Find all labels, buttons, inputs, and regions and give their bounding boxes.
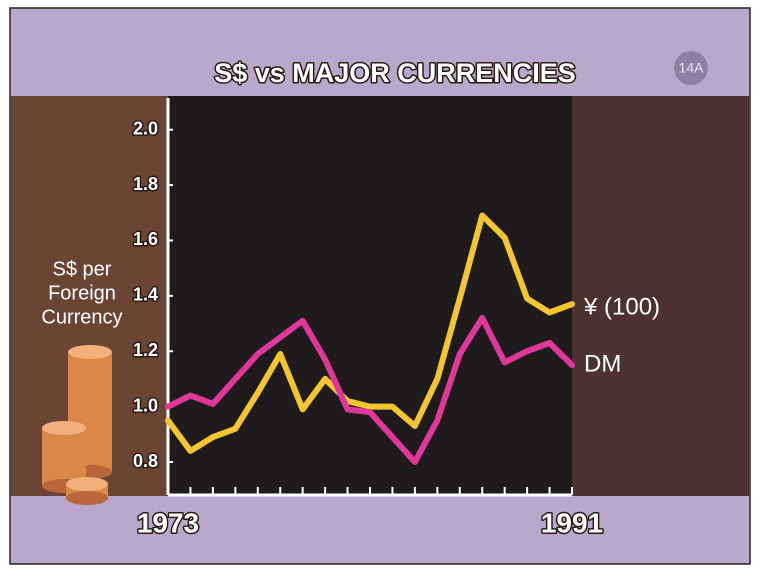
right-band [572,96,749,496]
series-label: ¥ (100) [583,294,660,321]
y-tick-label: 1.4 [133,285,158,305]
y-tick-label: 1.6 [133,229,158,249]
x-tick-label: 1991 [541,507,603,538]
y-tick-label: 1.0 [133,395,158,415]
y-tick-label: 2.0 [133,118,158,138]
series-label: DM [584,350,621,377]
y-axis-label: S$ per [53,258,112,280]
badge [674,51,708,85]
y-tick-label: 1.2 [133,340,158,360]
y-axis-label: Currency [41,306,122,328]
y-axis-label: Foreign [48,282,116,304]
chart-title: S$ vs MAJOR CURRENCIES [214,58,576,88]
series-line [165,315,575,466]
x-tick-label: 1973 [137,507,199,538]
y-tick-label: 0.8 [133,451,158,471]
y-tick-label: 1.8 [133,174,158,194]
series-line [165,212,575,454]
coins [42,345,112,505]
badge-text: 14A [679,60,705,76]
plot-area [168,96,572,496]
